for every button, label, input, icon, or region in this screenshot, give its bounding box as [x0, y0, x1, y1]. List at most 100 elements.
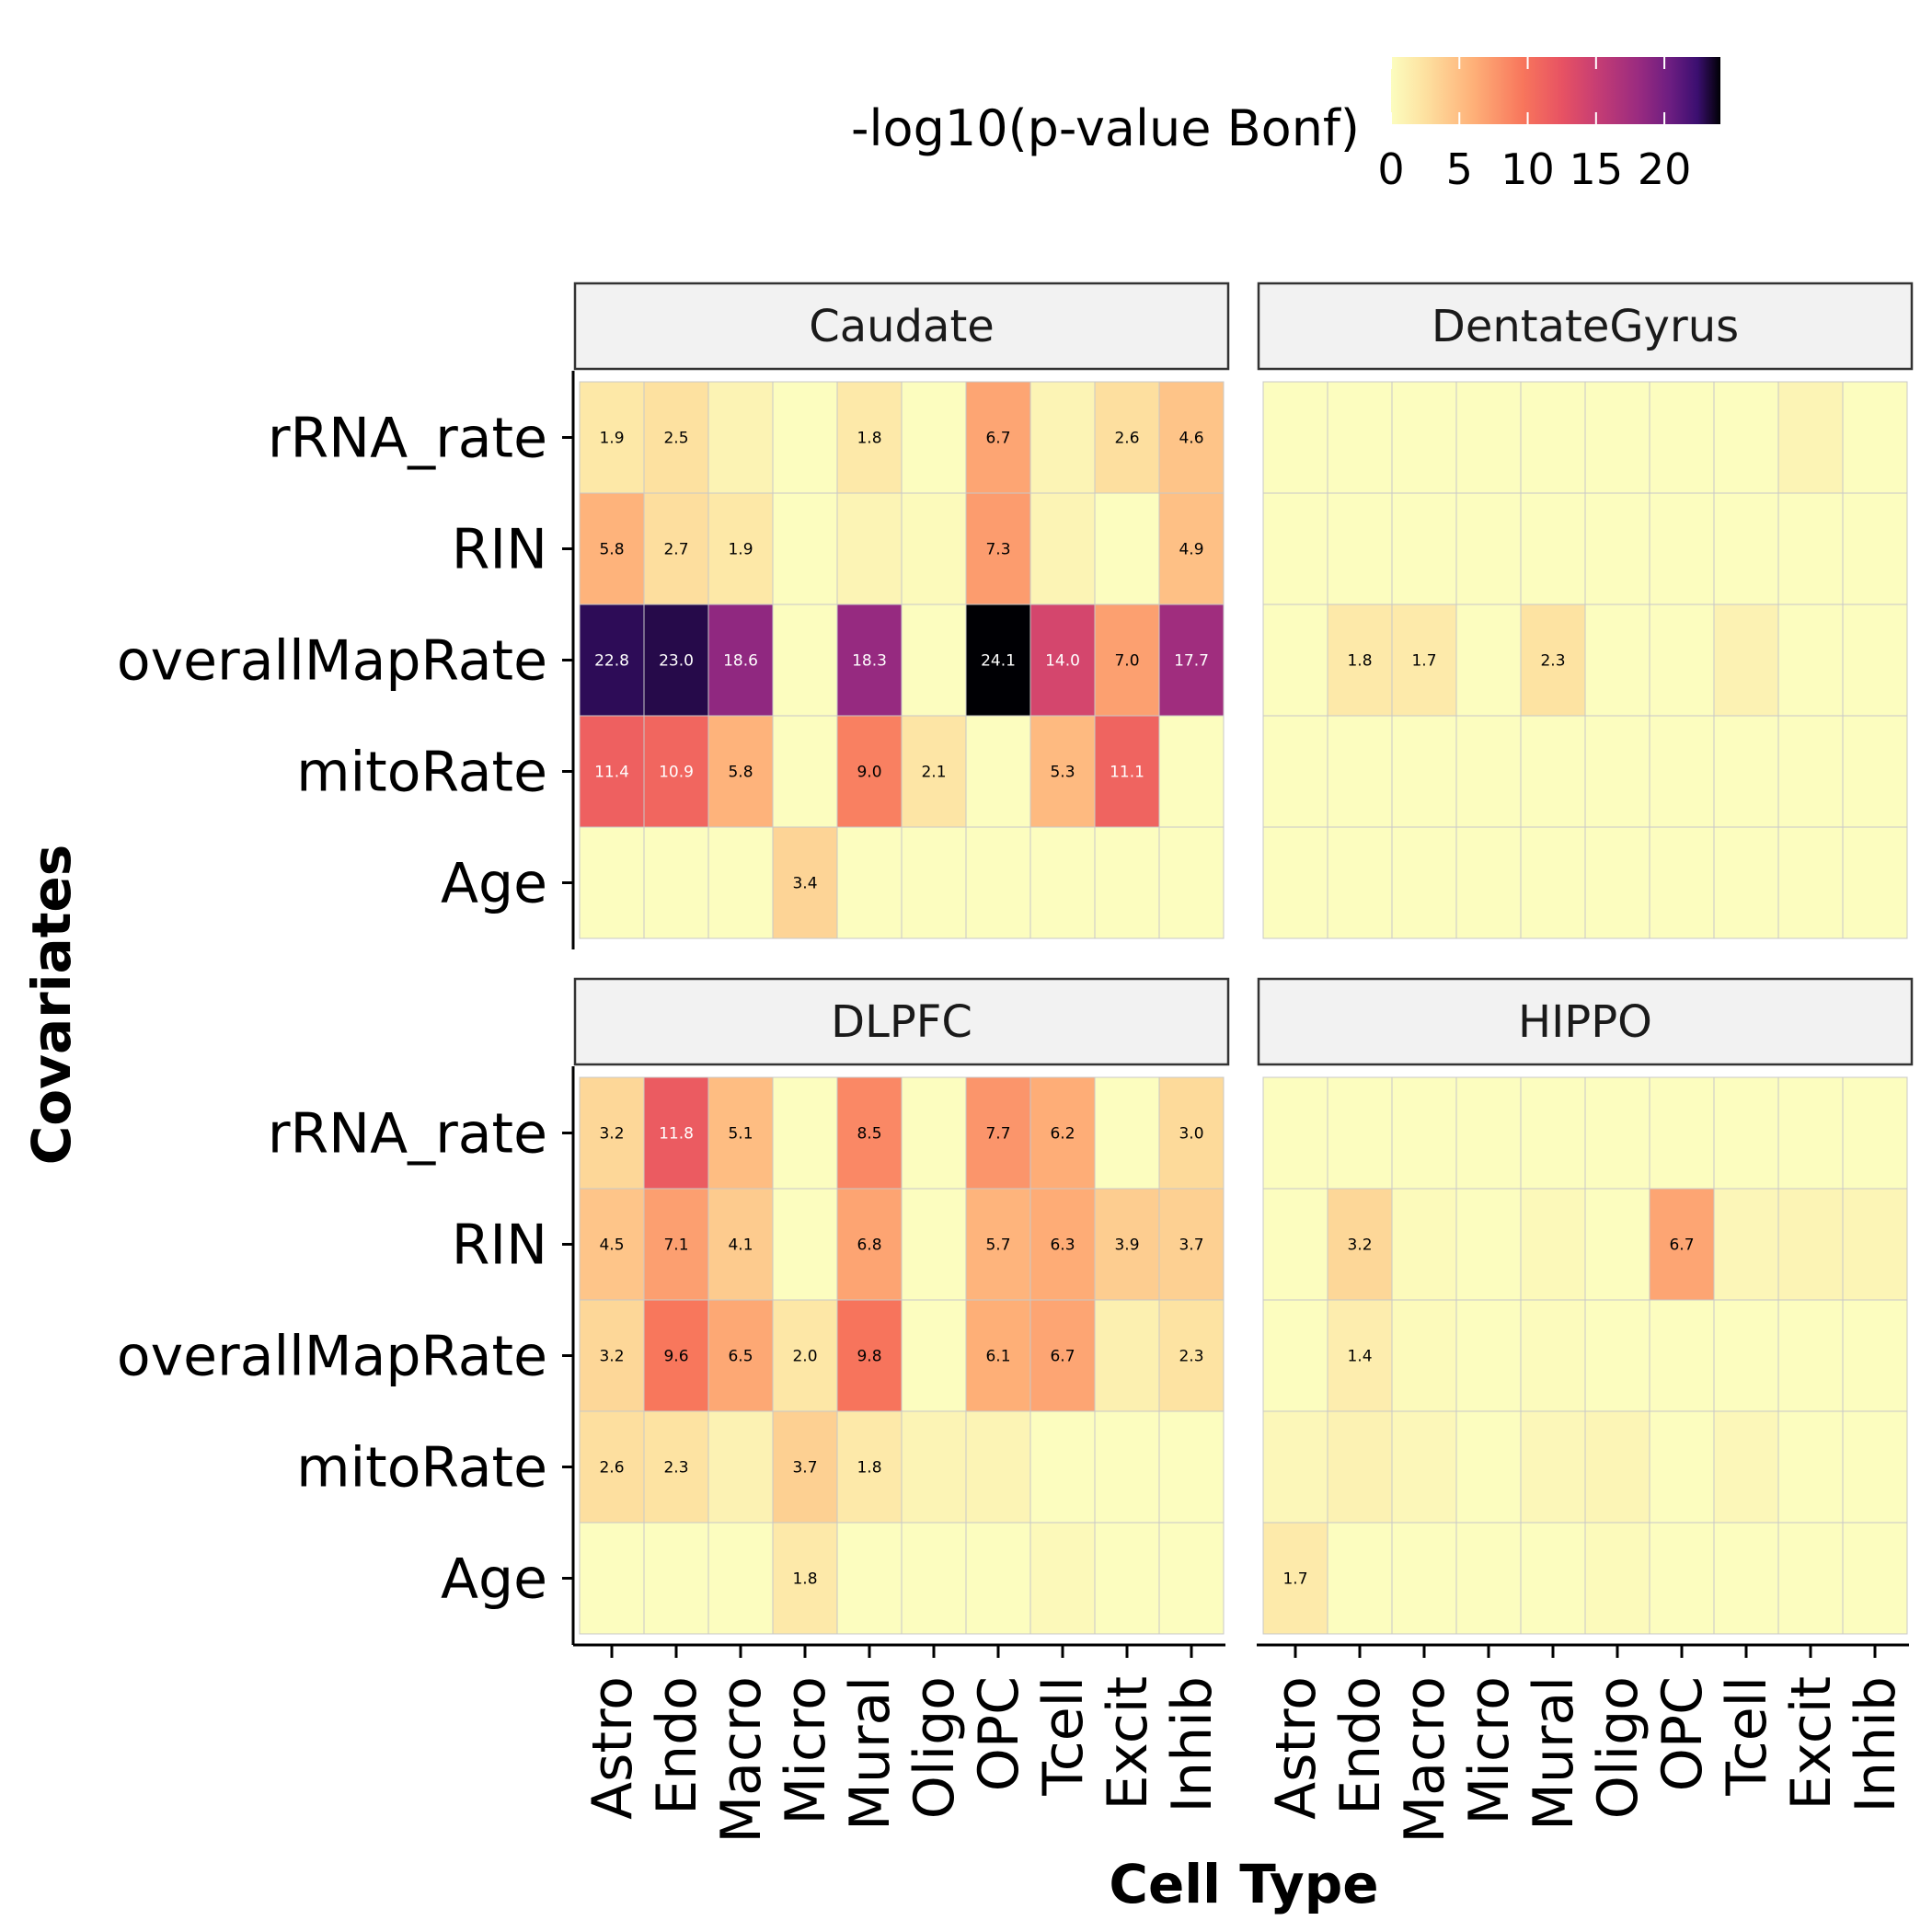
x-tick-label: Astro: [581, 1676, 645, 1820]
heatmap-cell: [772, 1410, 838, 1524]
cell-value-label: 5.7: [985, 1236, 1010, 1255]
heatmap-cell: [836, 381, 903, 494]
heatmap-cell: [1584, 1076, 1650, 1190]
legend-tick-label: 10: [1501, 144, 1555, 194]
heatmap-cell: [836, 492, 903, 605]
cell-value-label: 8.5: [857, 1125, 881, 1144]
heatmap-cell: [1520, 381, 1586, 494]
heatmap-cell: [1455, 1410, 1522, 1524]
legend-tick-label: 15: [1570, 144, 1624, 194]
heatmap-cell: [1262, 1410, 1328, 1524]
cell-value-label: 5.8: [728, 764, 753, 782]
heatmap-cell: [1713, 715, 1779, 828]
heatmap-cell: [1391, 1299, 1457, 1412]
x-tick-label: Mural: [838, 1676, 903, 1831]
heatmap-cell: [1842, 715, 1908, 828]
heatmap-cell: [1391, 1410, 1457, 1524]
x-tick-label: OPC: [967, 1676, 1031, 1791]
cell-value-label: 24.1: [981, 652, 1016, 671]
heatmap-cell: [965, 1076, 1031, 1190]
x-tick-label: Macro: [709, 1676, 774, 1844]
cell-value-label: 1.7: [1411, 652, 1436, 671]
heatmap-cell: [1094, 1076, 1160, 1190]
cell-value-label: 7.0: [1114, 652, 1139, 671]
cell-value-label: 17.7: [1174, 652, 1209, 671]
cell-value-label: 10.9: [659, 764, 694, 782]
heatmap-cell: [707, 381, 774, 494]
heatmap-cell: [1327, 826, 1393, 939]
heatmap-cell: [1327, 1522, 1393, 1635]
x-tick-label: Mural: [1522, 1676, 1586, 1831]
heatmap-cell: [1262, 1522, 1328, 1635]
heatmap-cell: [772, 1522, 838, 1635]
heatmap-cell: [643, 604, 709, 717]
panel-dentategyrus: DentateGyrus 1.8 1.7 2.3: [1257, 282, 1914, 939]
cell-value-label: 6.2: [1050, 1125, 1075, 1144]
heatmap-cell: [1777, 1076, 1844, 1190]
x-tick-label: Endo: [1328, 1676, 1393, 1815]
heatmap-cell: [1649, 381, 1715, 494]
heatmap-cell: [772, 381, 838, 494]
cell-value-label: 3.2: [1347, 1236, 1372, 1255]
heatmap-cell: [1158, 381, 1225, 494]
heatmap-cell: [1327, 381, 1393, 494]
heatmap-cell: [1094, 1188, 1160, 1301]
heatmap-cell: [1713, 1188, 1779, 1301]
facet-strip-label: HIPPO: [1518, 996, 1652, 1048]
heatmap-cell: [1327, 715, 1393, 828]
heatmap-cell: [836, 1188, 903, 1301]
heatmap-cell: [579, 715, 645, 828]
heatmap-cell: [1584, 492, 1650, 605]
cell-value-label: 11.1: [1110, 764, 1144, 782]
heatmap-cell: [1262, 604, 1328, 717]
heatmap-cell: [707, 826, 774, 939]
y-tick-label: mitoRate: [296, 1436, 547, 1501]
facet-strip: [1257, 282, 1914, 371]
heatmap-cell: [965, 604, 1031, 717]
heatmap-cell: [1842, 1188, 1908, 1301]
cell-value-label: 1.8: [1347, 652, 1372, 671]
heatmap-cell: [1327, 1076, 1393, 1190]
cell-value-label: 9.0: [857, 764, 881, 782]
heatmap-cell: [1649, 1410, 1715, 1524]
heatmap-cell: [643, 826, 709, 939]
legend: -log10(p-value Bonf) 0 5 10 15 20: [851, 57, 1720, 194]
cell-value-label: 1.4: [1347, 1348, 1372, 1366]
cell-value-label: 5.8: [599, 541, 624, 559]
heatmap-cell: [1455, 1299, 1522, 1412]
legend-tick-label: 5: [1446, 144, 1473, 194]
cell-value-label: 2.1: [921, 764, 946, 782]
heatmap-cell: [1777, 1410, 1844, 1524]
heatmap-cell: [1520, 715, 1586, 828]
y-tick-label: Age: [441, 852, 547, 916]
x-tick-label: OPC: [1650, 1676, 1715, 1791]
heatmap-cell: [1455, 381, 1522, 494]
facet-strip-label: Caudate: [809, 301, 995, 352]
heatmap-cell: [579, 604, 645, 717]
y-tick-label: rRNA_rate: [268, 407, 547, 471]
heatmap-cell: [1094, 826, 1160, 939]
heatmap-cell: [1842, 1299, 1908, 1412]
x-tick-label: Micro: [1457, 1676, 1522, 1824]
cell-value-label: 3.2: [599, 1348, 624, 1366]
x-tick-label: Excit: [1096, 1676, 1160, 1811]
legend-tick-label: 0: [1377, 144, 1404, 194]
heatmap-cell: [1094, 1522, 1160, 1635]
y-tick-label: RIN: [452, 518, 547, 582]
heatmap-cell: [1158, 715, 1225, 828]
heatmap-cell: [1842, 492, 1908, 605]
heatmap-cell: [1391, 381, 1457, 494]
x-tick-label: Tcell: [1031, 1676, 1096, 1797]
heatmap-cell: [965, 715, 1031, 828]
heatmap-cell: [1520, 604, 1586, 717]
heatmap-cell: [1649, 492, 1715, 605]
heatmap-cell: [1262, 381, 1328, 494]
heatmap-cell: [1713, 1410, 1779, 1524]
heatmap-cell: [1649, 1188, 1715, 1301]
heatmap-cell: [1584, 1410, 1650, 1524]
heatmap-cell: [901, 1299, 967, 1412]
heatmap-cell: [1777, 381, 1844, 494]
y-axis-title: Covariates: [20, 845, 83, 1166]
heatmap-cell: [1520, 1522, 1586, 1635]
panel-hippo: HIPPO 3.2 6.7 1.4 1.7 Astro Endo Macro Micro Mura…: [1257, 977, 1914, 1844]
